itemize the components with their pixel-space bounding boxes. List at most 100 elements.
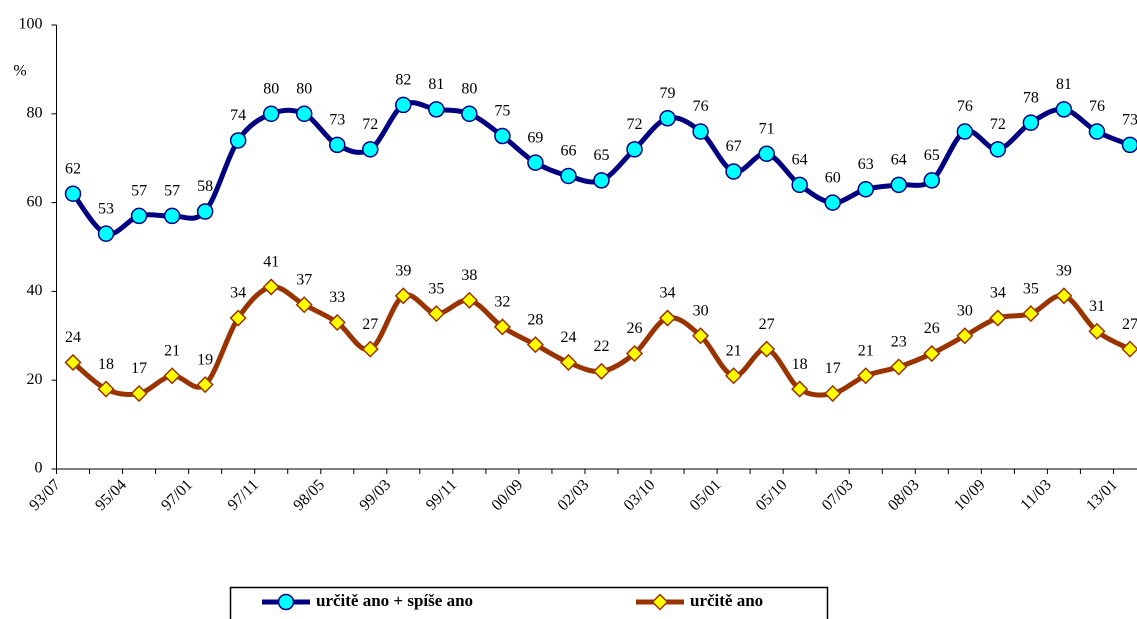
- data-label: 27: [1122, 316, 1137, 333]
- data-point: [461, 105, 478, 123]
- data-point: [758, 145, 775, 163]
- data-label: 35: [1023, 280, 1039, 297]
- data-label: 60: [825, 169, 841, 186]
- data-label: 78: [1023, 89, 1039, 106]
- data-label: 65: [593, 147, 609, 164]
- data-point: [1055, 287, 1073, 305]
- data-label: 33: [329, 289, 345, 306]
- data-point: [1088, 123, 1106, 140]
- x-tick-label: 99/11: [423, 476, 460, 513]
- data-label: 67: [726, 138, 742, 155]
- data-label: 38: [461, 267, 477, 284]
- data-point: [362, 141, 379, 158]
- data-label: 21: [858, 342, 874, 359]
- x-tick-label: 00/09: [489, 476, 527, 514]
- data-point: [361, 340, 379, 358]
- data-label: 41: [263, 254, 279, 271]
- data-label: 80: [461, 80, 477, 97]
- data-label: 82: [395, 72, 411, 89]
- data-point: [163, 367, 181, 385]
- data-label: 53: [98, 200, 114, 217]
- data-label: 64: [792, 152, 808, 169]
- data-label: 71: [759, 120, 775, 137]
- data-point: [857, 367, 875, 385]
- x-tick-label: 03/10: [621, 476, 659, 514]
- x-tick-label: 08/03: [885, 476, 923, 514]
- x-tick-label: 10/09: [951, 476, 989, 514]
- x-tick-label: 97/01: [158, 476, 196, 514]
- data-label: 72: [627, 116, 643, 133]
- data-point: [857, 181, 874, 198]
- data-point: [923, 344, 941, 363]
- data-point: [130, 207, 148, 225]
- data-label: 23: [891, 334, 907, 351]
- data-point: [1121, 340, 1137, 358]
- data-point: [758, 340, 776, 358]
- data-label: 28: [527, 311, 543, 328]
- data-label: 30: [957, 302, 973, 319]
- data-label: 22: [593, 338, 609, 355]
- data-label: 24: [65, 329, 81, 346]
- data-point: [725, 163, 742, 180]
- x-tick-label: 98/05: [290, 476, 328, 514]
- y-tick-label: 80: [27, 104, 43, 121]
- data-label: 17: [131, 360, 147, 377]
- data-label: 76: [1089, 98, 1105, 115]
- data-point: [163, 207, 181, 225]
- data-point: [427, 305, 445, 323]
- data-point: [262, 278, 280, 296]
- data-label: 57: [131, 183, 147, 200]
- data-point: [328, 313, 346, 332]
- y-tick-label: 40: [27, 282, 43, 299]
- data-label: 32: [494, 294, 510, 311]
- data-point: [791, 380, 809, 398]
- data-label: 81: [428, 76, 444, 93]
- data-label: 30: [693, 302, 709, 319]
- data-label: 21: [164, 342, 180, 359]
- legend: určitě ano + spíše ano určitě ano: [229, 586, 829, 619]
- y-tick-label: 60: [27, 193, 43, 210]
- data-point: [130, 384, 148, 403]
- data-label: 35: [428, 280, 444, 297]
- data-point: [526, 336, 544, 354]
- data-point: [97, 380, 115, 398]
- data-label: 75: [494, 103, 510, 120]
- data-point: [692, 123, 709, 140]
- data-point: [692, 327, 710, 345]
- data-label: 63: [858, 156, 874, 173]
- data-label: 69: [527, 129, 543, 146]
- data-point: [923, 172, 941, 189]
- data-label: 18: [792, 356, 808, 373]
- x-tick-label: 07/03: [819, 476, 857, 514]
- data-point: [1022, 305, 1040, 323]
- data-point: [989, 141, 1007, 158]
- data-point: [196, 376, 214, 394]
- plot: % 0 20 40 60 80 100 93/07 95/04 97/01 97/11 98/05 99…: [13, 16, 1137, 514]
- data-label: 72: [990, 116, 1006, 133]
- data-point: [1121, 136, 1137, 154]
- data-label: 39: [395, 263, 411, 280]
- data-point: [956, 327, 974, 345]
- data-point: [956, 123, 974, 140]
- data-point: [625, 344, 644, 363]
- data-label: 18: [98, 356, 114, 373]
- data-point: [791, 176, 808, 194]
- data-label: 65: [924, 147, 940, 164]
- data-label: 24: [560, 329, 576, 346]
- data-point: [262, 105, 280, 123]
- y-axis-label: %: [13, 63, 26, 80]
- data-label: 34: [660, 285, 676, 302]
- x-tick-label: 93/07: [26, 476, 64, 514]
- data-point: [196, 203, 214, 220]
- data-point: [229, 132, 247, 149]
- data-point: [890, 176, 908, 194]
- data-label: 73: [1122, 112, 1137, 129]
- data-point: [725, 367, 743, 385]
- y-tick-label: 20: [27, 371, 43, 388]
- data-point: [229, 309, 247, 327]
- x-tick-label: 95/04: [92, 476, 130, 514]
- x-tick-label: 05/10: [753, 476, 791, 514]
- data-label: 74: [230, 107, 246, 124]
- data-label: 34: [990, 285, 1006, 302]
- data-label: 37: [296, 271, 312, 288]
